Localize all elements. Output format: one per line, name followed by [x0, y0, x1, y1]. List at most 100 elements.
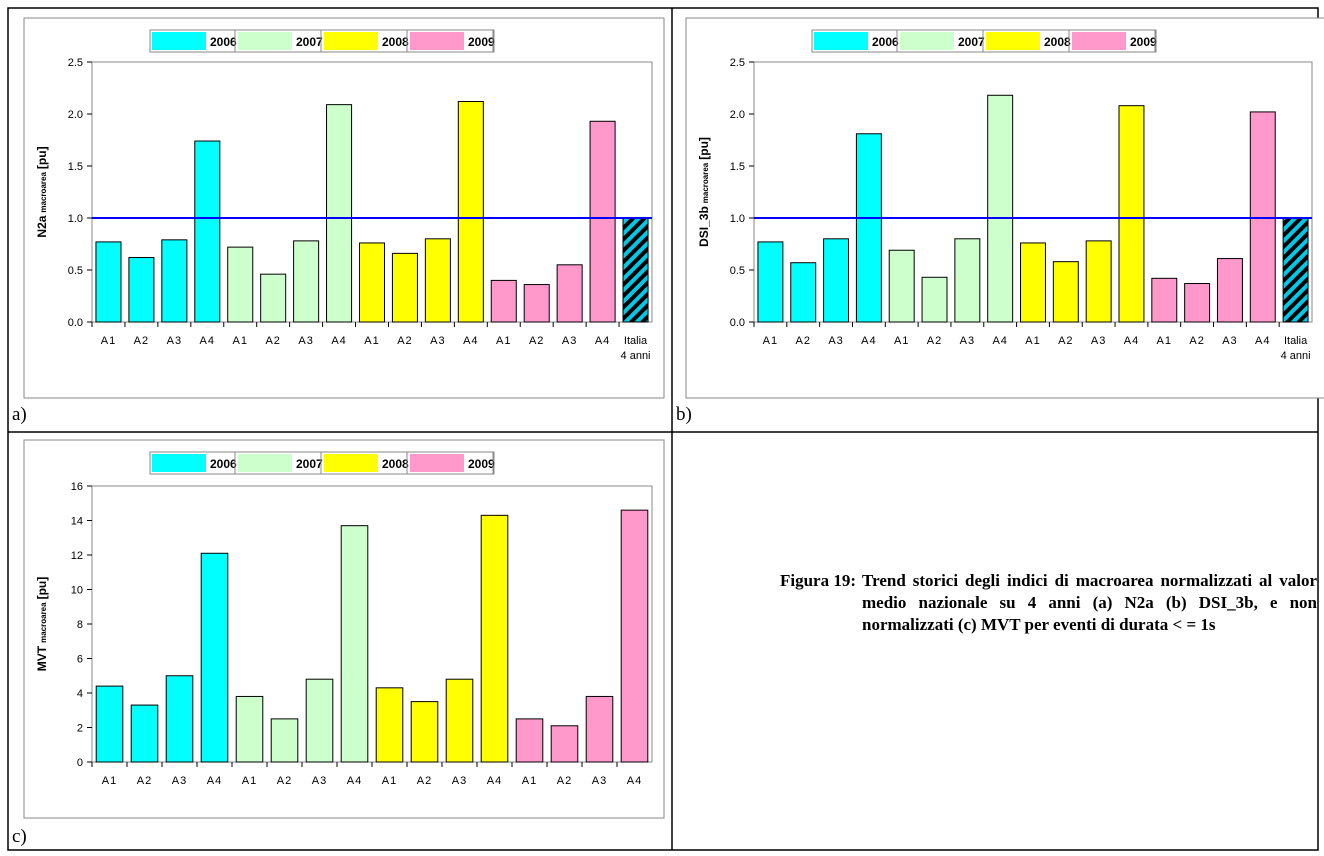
bar [194, 140, 221, 323]
bar [358, 242, 386, 323]
y-tick-label: 2.0 [730, 109, 745, 121]
y-tick-label: 1.0 [730, 213, 745, 225]
panel-label: a) [12, 404, 27, 425]
x-tick-label: A4 [595, 335, 610, 347]
x-tick-label: Italia [1284, 335, 1308, 347]
bar [1249, 111, 1276, 323]
x-tick-label: A1 [102, 775, 117, 787]
y-axis-label-sub: macroarea [39, 172, 48, 213]
legend-swatch [152, 32, 206, 50]
bar [921, 276, 948, 323]
x-tick-label: A3 [312, 775, 327, 787]
y-axis-label-main: N2a [35, 215, 49, 237]
x-tick-label: A3 [452, 775, 467, 787]
legend-label: 2006 [210, 35, 237, 49]
legend-label: 2008 [1044, 35, 1071, 49]
bar [293, 240, 320, 323]
x-tick-label: A2 [796, 335, 811, 347]
x-tick-label: A3 [298, 335, 313, 347]
x-tick-label: A1 [242, 775, 257, 787]
bar [391, 252, 418, 323]
bar [424, 238, 451, 323]
x-tick-label: A3 [167, 335, 182, 347]
x-tick-label: A1 [1025, 335, 1040, 347]
y-tick-label: 1.5 [730, 161, 745, 173]
bar [954, 238, 981, 323]
y-tick-label: 0.0 [730, 317, 745, 329]
x-tick-label: A2 [1189, 335, 1204, 347]
x-tick-label: A2 [417, 775, 432, 787]
bar [1085, 240, 1112, 323]
caption: Figura 19: Trend storici degli indici di… [780, 570, 1320, 636]
y-tick-label: 2.5 [730, 57, 745, 69]
legend-box [149, 451, 495, 475]
bar [445, 678, 474, 763]
legend-swatch [152, 454, 206, 472]
y-tick-label: 1.0 [68, 213, 83, 225]
x-tick-label: A2 [265, 335, 280, 347]
y-axis-label: MVT macroarea [pu] [35, 577, 49, 671]
x-tick-label: A3 [1091, 335, 1106, 347]
y-axis-label-sub: macroarea [39, 602, 48, 643]
bar [165, 675, 194, 763]
bar [375, 687, 404, 763]
bar [523, 284, 550, 323]
bar [260, 273, 287, 323]
x-tick-label: A1 [763, 335, 778, 347]
bar [326, 104, 353, 323]
legend-label: 2007 [296, 457, 323, 471]
x-tick-label: A4 [200, 335, 215, 347]
x-tick-label: A2 [137, 775, 152, 787]
bar [128, 257, 155, 323]
bar [270, 718, 299, 763]
bar [589, 120, 616, 323]
x-tick-label: A3 [592, 775, 607, 787]
legend-label: 2008 [382, 457, 409, 471]
bar [515, 718, 544, 763]
bar [987, 94, 1014, 323]
y-tick-label: 4 [77, 688, 83, 700]
y-tick-label: 0.5 [730, 265, 745, 277]
y-axis-label-unit: [pu] [697, 137, 711, 160]
bar [622, 217, 649, 323]
x-tick-label: A1 [522, 775, 537, 787]
y-tick-label: 0.0 [68, 317, 83, 329]
legend-swatch [900, 32, 954, 50]
legend-label: 2009 [468, 457, 495, 471]
bar [620, 509, 649, 763]
bar [161, 239, 188, 323]
legend-swatch [1072, 32, 1126, 50]
x-tick-label: A2 [134, 335, 149, 347]
legend-label: 2006 [872, 35, 899, 49]
bar [410, 701, 439, 763]
panel-label: b) [676, 404, 692, 425]
x-tick-label: A3 [562, 335, 577, 347]
x-tick-label: A4 [331, 335, 346, 347]
bar [130, 704, 159, 763]
bar [556, 264, 583, 323]
legend-swatch [814, 32, 868, 50]
y-axis-label: DSI_3b macroarea [pu] [697, 137, 711, 247]
y-tick-label: 0.5 [68, 265, 83, 277]
y-axis-label-main: DSI_3b [697, 206, 711, 247]
x-tick-label: A3 [960, 335, 975, 347]
x-tick-label: A4 [1255, 335, 1270, 347]
x-tick-label: A2 [529, 335, 544, 347]
x-tick-label: A1 [1157, 335, 1172, 347]
bar [823, 238, 850, 323]
legend-swatch [324, 454, 378, 472]
bar [490, 279, 517, 323]
x-tick-label: A2 [557, 775, 572, 787]
legend-swatch [324, 32, 378, 50]
x-tick-label: Italia [624, 335, 648, 347]
bar [1052, 261, 1079, 323]
x-tick-label: A3 [1222, 335, 1237, 347]
y-tick-label: 6 [77, 654, 83, 666]
bar [457, 101, 484, 323]
legend-swatch [410, 454, 464, 472]
bar [1118, 105, 1145, 323]
legend-label: 2009 [1130, 35, 1157, 49]
caption-label: Figura 19: [780, 571, 857, 590]
